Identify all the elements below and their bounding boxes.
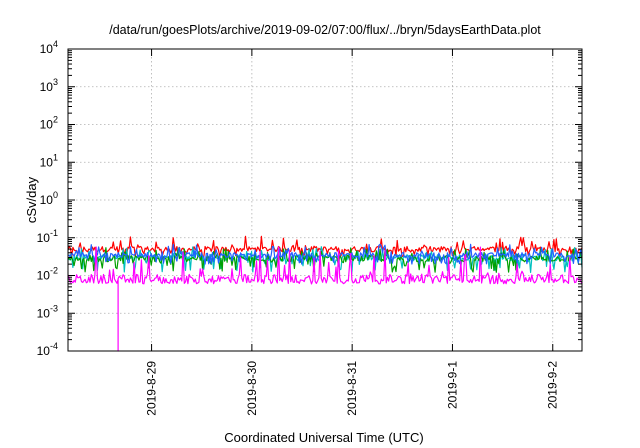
y-tick-label: 10-4 (37, 341, 58, 358)
x-tick-label: 2019-9-1 (445, 361, 459, 409)
x-axis-label: Coordinated Universal Time (UTC) (224, 430, 423, 445)
x-tick-label: 2019-8-31 (345, 361, 359, 416)
y-axis-label: cSv/day (24, 176, 39, 223)
y-tick-label: 101 (40, 152, 58, 169)
y-tick-label: 102 (40, 115, 58, 132)
y-tick-label: 100 (40, 190, 58, 207)
y-tick-label: 10-2 (37, 266, 58, 283)
y-tick-label: 104 (40, 39, 58, 56)
data-series (67, 235, 583, 352)
y-tick-label: 103 (40, 77, 58, 94)
x-tick-label: 2019-8-30 (245, 361, 259, 416)
axis-ticks (68, 48, 582, 352)
chart-title: /data/run/goesPlots/archive/2019-09-02/0… (109, 23, 541, 37)
series-line-3 (67, 243, 583, 265)
y-tick-label: 10-3 (37, 303, 58, 320)
x-tick-label: 2019-8-29 (145, 361, 159, 416)
x-tick-label: 2019-9-2 (546, 361, 560, 409)
series-line-0 (67, 235, 583, 258)
tick-labels: 10-4 10-3 10-2 10-1 100 101 102 103 104 2019-8-29… (37, 39, 560, 416)
grid-lines (68, 49, 582, 351)
y-tick-label: 10-1 (37, 228, 58, 245)
series-line-4 (67, 246, 583, 352)
